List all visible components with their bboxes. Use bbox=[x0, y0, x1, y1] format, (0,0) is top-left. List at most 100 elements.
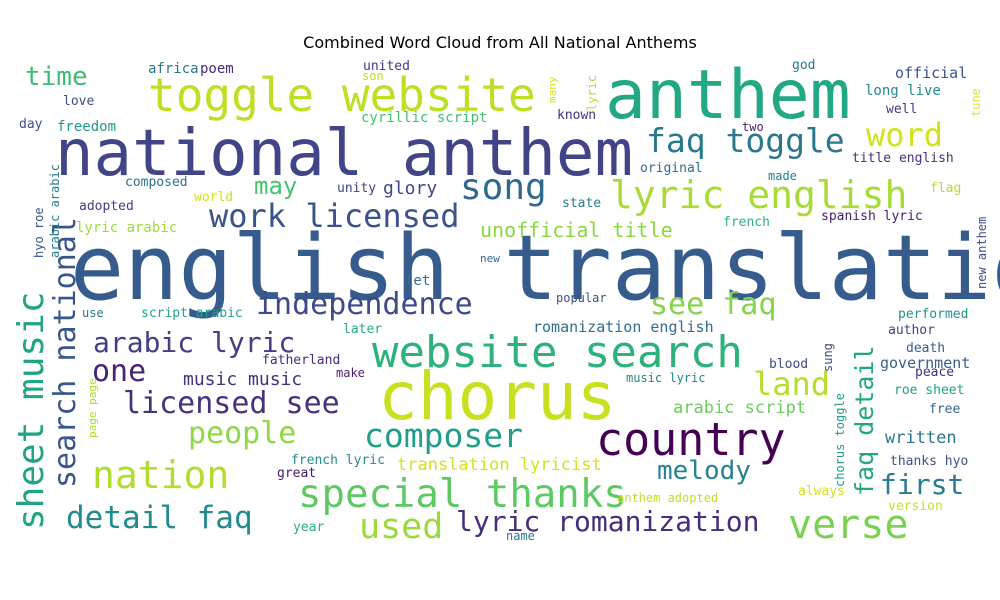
word-27: first bbox=[880, 468, 965, 501]
word-99: new anthem bbox=[975, 216, 989, 289]
word-13: work licensed bbox=[209, 197, 460, 235]
word-96: hyo roe bbox=[32, 207, 46, 258]
word-68: spanish lyric bbox=[821, 209, 923, 224]
word-12: song bbox=[460, 167, 547, 208]
word-84: music lyric bbox=[626, 371, 706, 385]
word-0: english translation bbox=[70, 216, 1000, 321]
word-21: lyric romanization bbox=[456, 505, 760, 538]
word-42: long live bbox=[865, 83, 941, 99]
word-47: love bbox=[63, 94, 95, 109]
word-61: unity bbox=[337, 181, 377, 196]
word-25: faq detail bbox=[850, 345, 879, 496]
word-81: make bbox=[336, 366, 365, 380]
word-46: africa bbox=[148, 61, 199, 77]
word-31: time bbox=[25, 62, 88, 92]
word-35: music music bbox=[183, 369, 303, 390]
word-18: independence bbox=[256, 287, 473, 322]
word-7: verse bbox=[788, 502, 909, 548]
word-26: land bbox=[753, 365, 831, 403]
word-57: lyric bbox=[585, 74, 599, 111]
word-74: script arabic bbox=[141, 306, 243, 321]
word-40: government bbox=[880, 354, 971, 372]
word-37: arabic script bbox=[673, 398, 807, 418]
word-32: may bbox=[254, 172, 298, 200]
word-66: title english bbox=[852, 151, 954, 166]
word-75: later bbox=[343, 322, 383, 337]
word-92: french lyric bbox=[291, 453, 385, 468]
word-65: made bbox=[768, 169, 797, 183]
word-86: free bbox=[929, 402, 961, 417]
word-82: blood bbox=[769, 357, 809, 372]
word-8: lyric english bbox=[610, 173, 908, 217]
word-50: son bbox=[362, 69, 384, 83]
word-70: let bbox=[405, 273, 431, 289]
word-67: flag bbox=[930, 181, 962, 196]
word-45: poem bbox=[200, 61, 234, 77]
word-85: roe sheet bbox=[894, 383, 965, 398]
word-19: licensed see bbox=[123, 386, 340, 421]
word-29: one bbox=[92, 354, 147, 389]
word-17: composer bbox=[364, 416, 523, 455]
word-78: death bbox=[906, 341, 946, 356]
word-4: toggle website bbox=[148, 68, 536, 122]
word-10: sheet music bbox=[11, 291, 52, 530]
word-59: composed bbox=[125, 175, 188, 190]
word-49: united bbox=[363, 59, 410, 74]
word-48: day bbox=[19, 117, 43, 132]
word-9: special thanks bbox=[298, 472, 627, 517]
word-51: cyrillic script bbox=[361, 110, 488, 126]
word-6: country bbox=[596, 413, 786, 466]
word-91: anthem adopted bbox=[617, 491, 719, 505]
word-69: french bbox=[723, 215, 770, 230]
word-2: anthem bbox=[605, 56, 851, 135]
word-23: arabic lyric bbox=[93, 326, 296, 359]
word-20: used bbox=[359, 507, 444, 547]
word-28: see faq bbox=[650, 287, 777, 322]
word-33: unofficial title bbox=[480, 218, 673, 242]
word-5: website search bbox=[372, 327, 743, 378]
word-94: year bbox=[293, 520, 325, 535]
word-83: sung bbox=[821, 343, 835, 372]
word-98: page page bbox=[86, 378, 99, 438]
word-41: official bbox=[895, 64, 968, 82]
word-76: performed bbox=[898, 307, 969, 322]
word-58: tune bbox=[969, 88, 983, 117]
chart-title: Combined Word Cloud from All National An… bbox=[303, 33, 697, 52]
word-90: version bbox=[888, 499, 943, 514]
word-39: written bbox=[885, 428, 957, 448]
word-62: state bbox=[562, 196, 602, 211]
word-3: chorus bbox=[378, 358, 617, 435]
word-89: always bbox=[798, 484, 845, 499]
word-93: great bbox=[277, 466, 317, 481]
word-15: faq toggle bbox=[646, 121, 845, 160]
word-63: adopted bbox=[79, 199, 134, 214]
word-30: melody bbox=[657, 456, 751, 486]
word-52: god bbox=[792, 58, 816, 73]
word-79: peace bbox=[915, 365, 955, 380]
word-24: people bbox=[188, 416, 297, 451]
word-1: national anthem bbox=[55, 117, 633, 191]
word-55: two bbox=[742, 120, 764, 134]
word-43: freedom bbox=[57, 119, 117, 135]
word-95: name bbox=[506, 529, 535, 543]
word-80: fatherland bbox=[262, 353, 341, 368]
word-22: detail faq bbox=[66, 500, 253, 536]
word-36: glory bbox=[383, 178, 438, 199]
word-44: lyric arabic bbox=[76, 220, 178, 236]
word-38: romanization english bbox=[533, 318, 714, 336]
word-77: author bbox=[888, 323, 935, 338]
word-88: thanks hyo bbox=[890, 454, 969, 469]
word-71: new bbox=[480, 252, 500, 265]
word-16: word bbox=[866, 116, 944, 154]
word-73: use bbox=[82, 306, 104, 320]
word-54: known bbox=[557, 108, 597, 123]
word-64: original bbox=[640, 161, 703, 176]
word-53: well bbox=[886, 102, 918, 117]
word-60: world bbox=[194, 190, 234, 205]
word-11: nation bbox=[92, 453, 230, 497]
word-56: many bbox=[546, 76, 559, 104]
word-97: arabic arabic bbox=[48, 164, 62, 258]
word-72: popular bbox=[556, 291, 607, 305]
word-87: chorus toggle bbox=[833, 393, 847, 487]
